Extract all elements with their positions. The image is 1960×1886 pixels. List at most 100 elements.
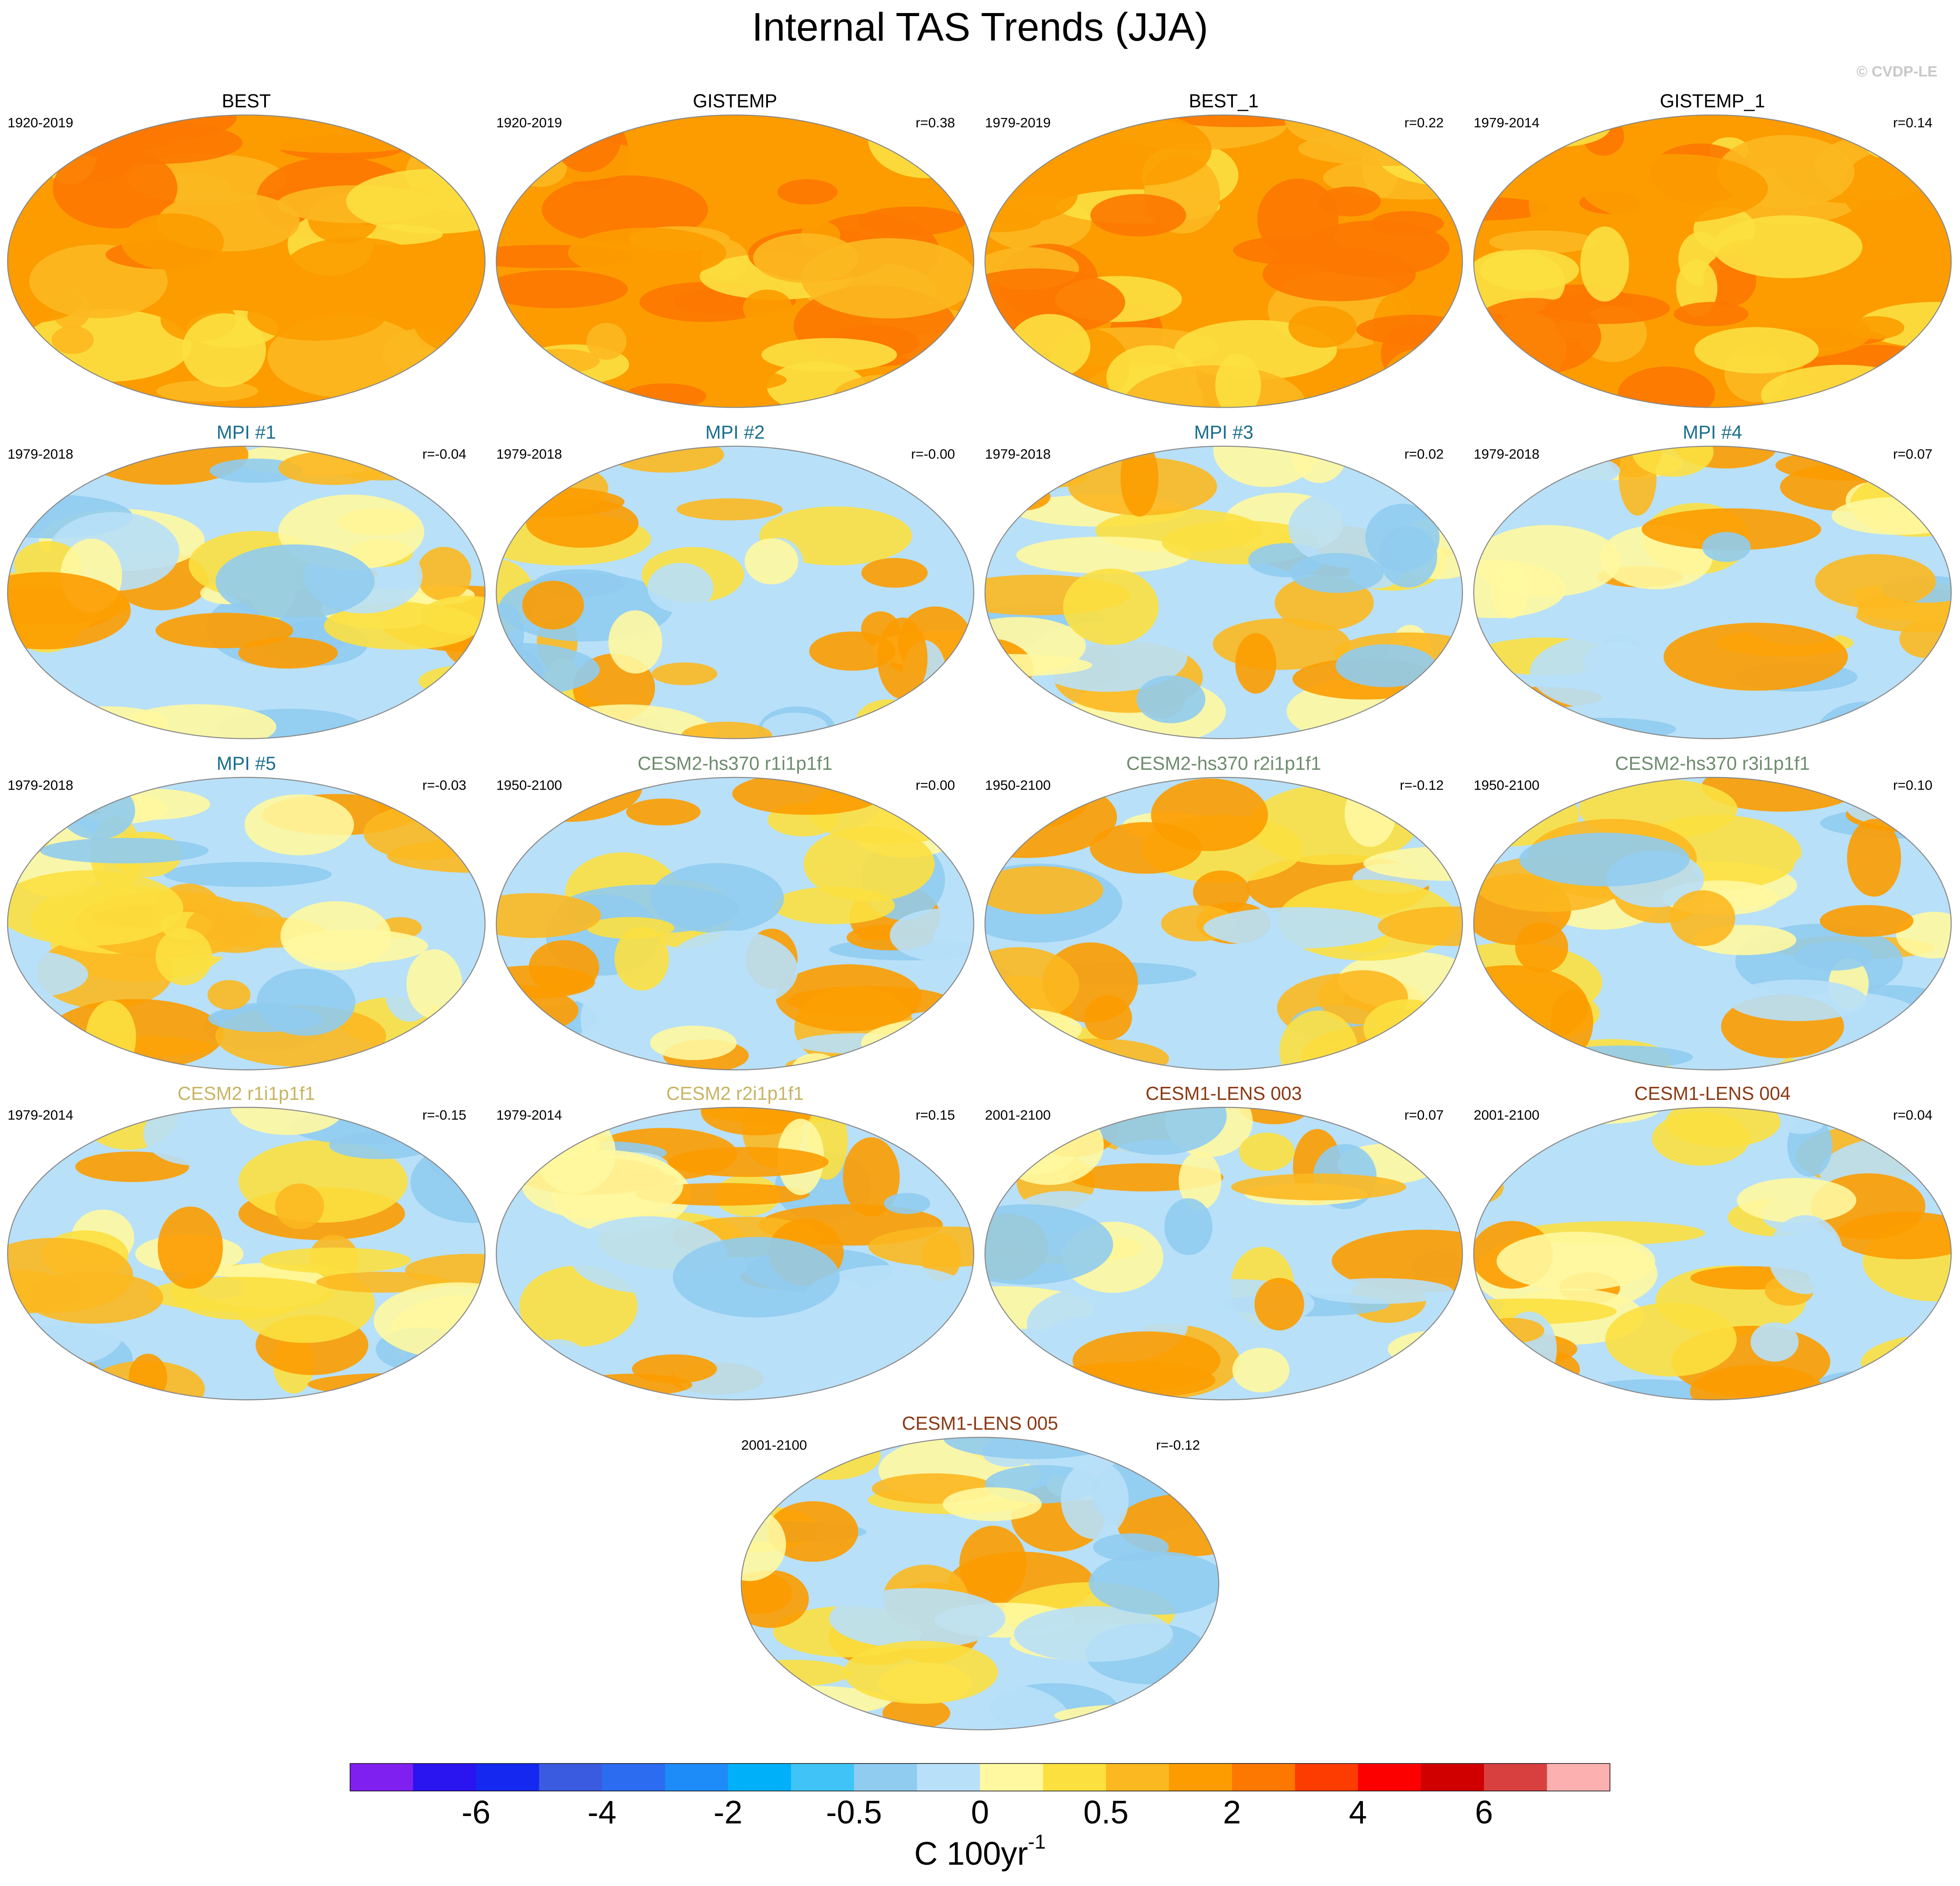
panel-period: 2001-2100 xyxy=(741,1437,807,1453)
map-shading xyxy=(421,596,485,635)
map-shading xyxy=(496,1035,612,1070)
map-shading xyxy=(809,631,896,671)
panel-title: CESM2-hs370 r3i1p1f1 xyxy=(1615,754,1810,774)
map-shading xyxy=(741,1507,786,1581)
map-shading xyxy=(216,544,375,619)
colorbar-label: 6 xyxy=(1475,1794,1493,1830)
map-shading xyxy=(985,479,1033,518)
panel-title: CESM1-LENS 005 xyxy=(902,1413,1058,1434)
map-shading xyxy=(1815,554,1936,609)
colorbar-box xyxy=(1358,1763,1422,1791)
map-shading xyxy=(1012,464,1087,488)
map-shading xyxy=(1544,292,1670,324)
map-shading xyxy=(1815,701,1917,739)
map-outline xyxy=(7,114,486,408)
colorbar-box xyxy=(1547,1763,1611,1791)
map xyxy=(7,115,485,408)
map-shading xyxy=(247,290,386,341)
colorbar-label: -6 xyxy=(462,1794,490,1830)
map-shading xyxy=(1026,1038,1169,1070)
map-shading xyxy=(1583,642,1652,686)
panel-period: 1979-2014 xyxy=(7,1107,73,1123)
map-shading xyxy=(143,1107,243,1165)
map-shading xyxy=(1751,1322,1799,1362)
colorbar-box xyxy=(1043,1763,1106,1791)
map-shading xyxy=(1332,1229,1463,1292)
panel-period: 2001-2100 xyxy=(1474,1107,1539,1123)
map-outline xyxy=(984,445,1463,739)
map-shading xyxy=(528,940,599,994)
map-shading xyxy=(1728,980,1867,1021)
map-shading xyxy=(1232,1348,1290,1393)
panel-correlation: r=0.02 xyxy=(1404,446,1444,462)
panel-period: 1950-2100 xyxy=(496,777,562,793)
panel-correlation: r=-0.04 xyxy=(422,446,466,462)
figure-title: Internal TAS Trends (JJA) xyxy=(752,4,1208,49)
map-shading xyxy=(130,676,238,698)
map-shading xyxy=(244,794,354,856)
map-shading xyxy=(626,798,701,826)
map-shading xyxy=(762,712,828,739)
map-shading xyxy=(496,270,628,309)
map-shading xyxy=(1701,777,1861,812)
map-shading xyxy=(985,1006,1082,1053)
map-shading xyxy=(1014,1606,1173,1662)
map-shading xyxy=(51,326,94,354)
map-shading xyxy=(1496,1232,1655,1291)
map xyxy=(1474,115,1951,408)
map-shading xyxy=(985,947,1080,1023)
map xyxy=(1474,446,1951,739)
colorbar-label: 2 xyxy=(1223,1794,1241,1830)
map-shading xyxy=(307,1373,475,1396)
map-shading xyxy=(732,777,884,815)
colorbar-box xyxy=(665,1763,729,1791)
colorbar-label: 0.5 xyxy=(1083,1794,1129,1830)
map-shading xyxy=(397,235,485,269)
map-shading xyxy=(943,1487,1042,1521)
map-shading xyxy=(761,338,897,372)
map-shading xyxy=(985,1043,1035,1070)
panel-correlation: r=0.14 xyxy=(1893,115,1933,130)
map-shading xyxy=(1820,905,1913,937)
map-shading xyxy=(1254,1278,1304,1331)
map-shading xyxy=(1262,247,1416,302)
map-shading xyxy=(1136,675,1206,724)
map-outline xyxy=(495,114,974,408)
map-shading xyxy=(1158,115,1322,127)
map-shading xyxy=(1415,139,1454,183)
map-shading xyxy=(1089,1551,1219,1615)
map-shading xyxy=(1016,536,1192,574)
panel-title: MPI #1 xyxy=(216,422,276,443)
map-shading xyxy=(1618,446,1657,516)
map-shading xyxy=(496,355,574,408)
map-shading xyxy=(121,213,224,271)
panel-title: GISTEMP_1 xyxy=(1660,91,1765,112)
map-shading xyxy=(1885,1013,1951,1070)
map-shading xyxy=(129,1354,167,1400)
map-shading xyxy=(1534,717,1676,739)
colorbar-box xyxy=(917,1763,980,1791)
map-shading xyxy=(1288,306,1357,348)
map-shading xyxy=(1665,1107,1781,1147)
map xyxy=(7,446,485,739)
map-shading xyxy=(615,926,669,991)
map-shading xyxy=(647,562,714,613)
map-shading xyxy=(1215,354,1261,408)
map-shading xyxy=(346,169,485,234)
map-shading xyxy=(1120,446,1159,517)
map-shading xyxy=(1637,115,1692,137)
map xyxy=(985,1107,1463,1400)
map-shading xyxy=(1519,833,1690,887)
panel-correlation: r=-0.12 xyxy=(1400,777,1444,793)
panel-period: 1979-2018 xyxy=(1474,446,1539,462)
map-shading xyxy=(40,838,209,863)
map-shading xyxy=(681,721,772,739)
map-shading xyxy=(868,115,974,179)
panel-correlation: r=0.22 xyxy=(1404,115,1444,130)
map-shading xyxy=(155,613,293,648)
map-outline xyxy=(1473,445,1952,739)
map-shading xyxy=(75,1151,189,1182)
map-shading xyxy=(673,1335,806,1400)
map-shading xyxy=(7,870,183,946)
map-shading xyxy=(1641,508,1821,551)
